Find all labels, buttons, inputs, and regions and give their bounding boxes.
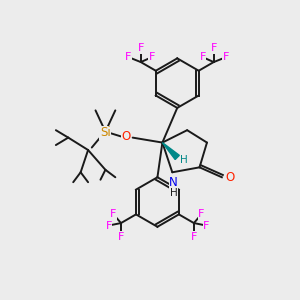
- Polygon shape: [162, 142, 179, 160]
- Text: F: F: [118, 232, 124, 242]
- Text: H: H: [170, 188, 177, 198]
- Text: F: F: [198, 209, 205, 219]
- Text: F: F: [105, 220, 112, 230]
- Text: O: O: [121, 130, 130, 143]
- Text: F: F: [110, 209, 117, 219]
- Text: H: H: [180, 155, 188, 165]
- Text: F: F: [149, 52, 155, 62]
- Text: F: F: [223, 52, 229, 62]
- Text: N: N: [169, 176, 178, 189]
- Text: F: F: [138, 44, 144, 53]
- Text: F: F: [211, 44, 217, 53]
- Text: F: F: [125, 52, 132, 62]
- Text: F: F: [191, 232, 197, 242]
- Text: Si: Si: [100, 126, 111, 139]
- Text: O: O: [226, 171, 235, 184]
- Text: F: F: [203, 220, 209, 230]
- Text: F: F: [200, 52, 206, 62]
